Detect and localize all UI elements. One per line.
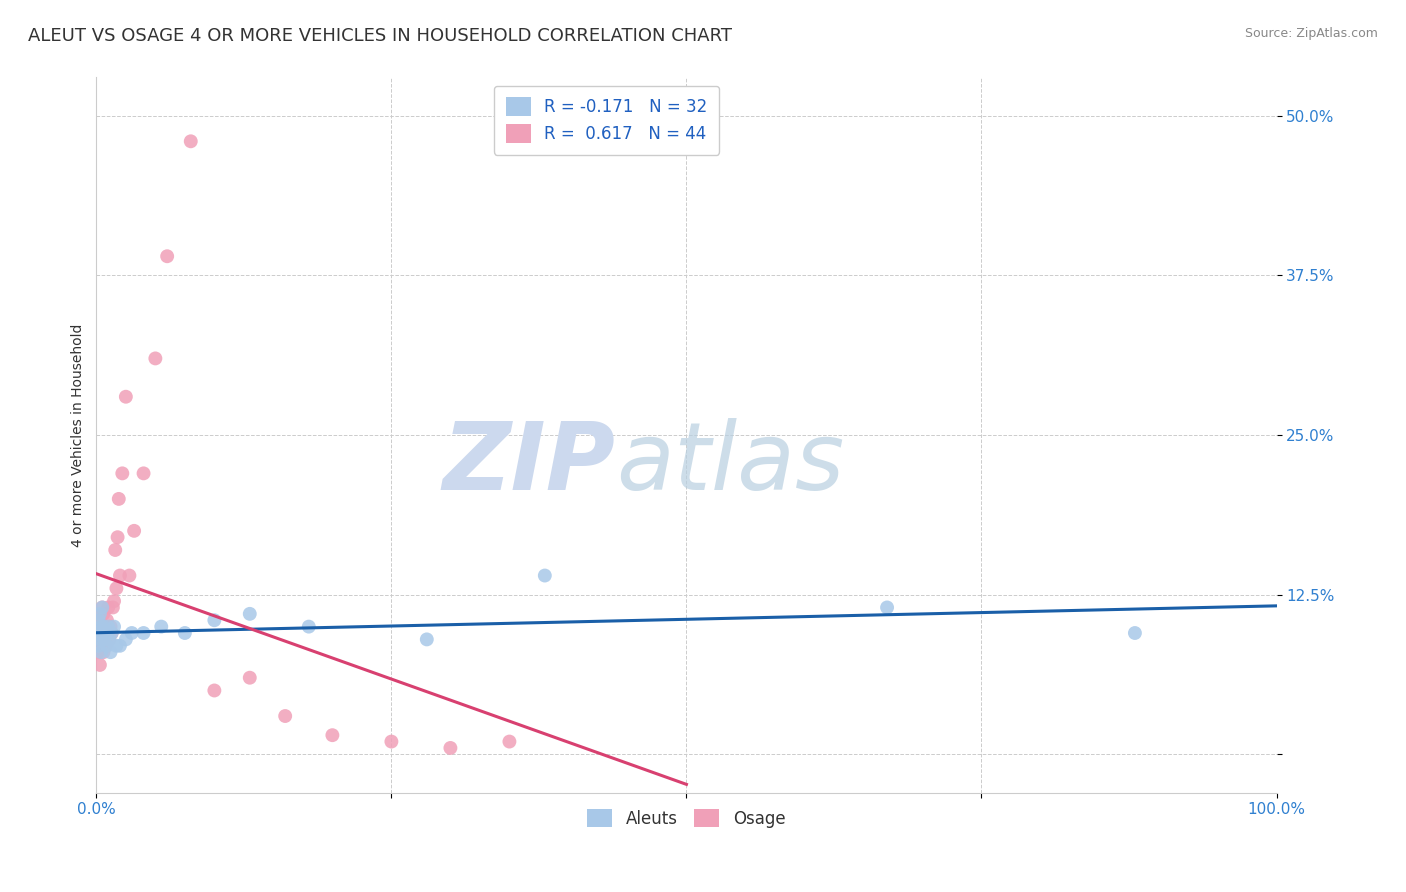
Point xyxy=(239,671,262,685)
Point xyxy=(118,568,141,582)
Point xyxy=(202,613,225,627)
Point xyxy=(87,613,110,627)
Point xyxy=(87,632,110,647)
Point xyxy=(298,619,321,633)
Point xyxy=(91,626,114,640)
Text: Source: ZipAtlas.com: Source: ZipAtlas.com xyxy=(1244,27,1378,40)
Point xyxy=(98,632,121,647)
Point xyxy=(416,632,439,647)
Point xyxy=(89,607,111,621)
Point xyxy=(107,491,129,506)
Y-axis label: 4 or more Vehicles in Household: 4 or more Vehicles in Household xyxy=(72,324,86,547)
Point xyxy=(90,645,112,659)
Point xyxy=(93,619,115,633)
Point xyxy=(93,632,115,647)
Point xyxy=(321,728,343,742)
Point xyxy=(239,607,262,621)
Text: ALEUT VS OSAGE 4 OR MORE VEHICLES IN HOUSEHOLD CORRELATION CHART: ALEUT VS OSAGE 4 OR MORE VEHICLES IN HOU… xyxy=(28,27,733,45)
Point xyxy=(115,632,138,647)
Point xyxy=(89,632,111,647)
Point xyxy=(121,626,143,640)
Point xyxy=(97,626,120,640)
Point xyxy=(105,582,128,596)
Point xyxy=(97,619,120,633)
Point xyxy=(173,626,195,640)
Text: ZIP: ZIP xyxy=(443,417,616,509)
Text: atlas: atlas xyxy=(616,418,844,509)
Point xyxy=(90,626,112,640)
Point xyxy=(100,626,122,640)
Point xyxy=(91,619,114,633)
Point xyxy=(90,639,112,653)
Point xyxy=(96,639,118,653)
Point xyxy=(89,657,111,672)
Point xyxy=(108,568,131,582)
Legend: Aleuts, Osage: Aleuts, Osage xyxy=(581,803,792,834)
Point xyxy=(111,467,134,481)
Point xyxy=(533,568,555,582)
Point xyxy=(105,639,128,653)
Point xyxy=(122,524,145,538)
Point xyxy=(93,632,115,647)
Point xyxy=(89,607,111,621)
Point xyxy=(274,709,297,723)
Point xyxy=(91,600,114,615)
Point xyxy=(104,543,127,558)
Point xyxy=(103,619,125,633)
Point xyxy=(380,734,402,748)
Point xyxy=(439,741,461,756)
Point xyxy=(94,626,117,640)
Point xyxy=(86,645,108,659)
Point xyxy=(498,734,520,748)
Point xyxy=(876,600,898,615)
Point xyxy=(132,467,155,481)
Point xyxy=(86,626,108,640)
Point xyxy=(103,594,125,608)
Point xyxy=(100,626,122,640)
Point xyxy=(94,626,117,640)
Point xyxy=(97,600,120,615)
Point xyxy=(156,249,179,263)
Point xyxy=(202,683,225,698)
Point xyxy=(87,613,110,627)
Point xyxy=(87,639,110,653)
Point xyxy=(132,626,155,640)
Point xyxy=(108,639,131,653)
Point xyxy=(100,645,122,659)
Point xyxy=(96,613,118,627)
Point xyxy=(100,619,122,633)
Point xyxy=(101,600,124,615)
Point xyxy=(93,645,115,659)
Point xyxy=(86,626,108,640)
Point xyxy=(94,639,117,653)
Point xyxy=(90,619,112,633)
Point xyxy=(107,530,129,544)
Point xyxy=(115,390,138,404)
Point xyxy=(93,607,115,621)
Point xyxy=(150,619,173,633)
Point xyxy=(1123,626,1146,640)
Point xyxy=(143,351,166,366)
Point xyxy=(93,619,115,633)
Point xyxy=(180,134,202,148)
Point xyxy=(91,600,114,615)
Point xyxy=(98,632,121,647)
